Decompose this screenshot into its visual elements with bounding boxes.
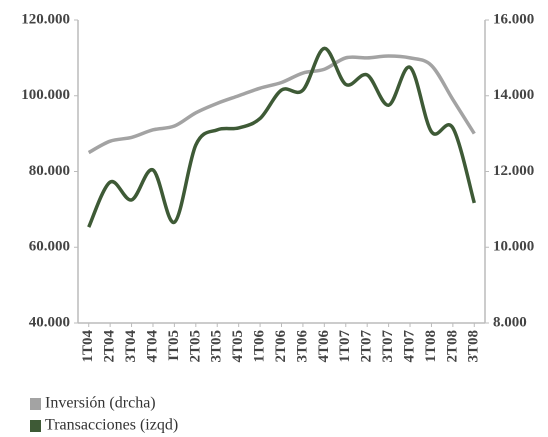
x-tick-label: 2T05 xyxy=(187,330,203,363)
y-tick-label: 120.000 xyxy=(21,11,70,27)
y2-tick-label: 10.000 xyxy=(493,239,534,255)
x-tick-label: 4T06 xyxy=(316,330,332,363)
x-tick-label: 2T06 xyxy=(273,330,289,363)
x-tick-label: 2T08 xyxy=(444,330,460,363)
x-tick-label: 4T05 xyxy=(230,330,246,363)
x-tick-label: 3T04 xyxy=(123,330,139,363)
x-tick-label: 1T08 xyxy=(423,330,439,363)
legend-label: Transacciones (izqd) xyxy=(45,417,178,434)
y-tick-label: 60.000 xyxy=(29,239,70,255)
x-tick-label: 2T07 xyxy=(359,330,375,363)
x-tick-label: 3T06 xyxy=(294,330,310,363)
x-tick-label: 1T04 xyxy=(80,330,96,363)
y-tick-label: 40.000 xyxy=(29,314,70,330)
x-tick-label: 3T05 xyxy=(209,330,225,363)
y2-tick-label: 16.000 xyxy=(493,11,534,27)
y2-tick-label: 12.000 xyxy=(493,163,534,179)
y-tick-label: 100.000 xyxy=(21,87,70,103)
x-tick-label: 1T06 xyxy=(252,330,268,363)
x-tick-label: IT05 xyxy=(166,330,182,361)
x-tick-label: 1T07 xyxy=(337,330,353,363)
y2-tick-label: 8.000 xyxy=(493,314,527,330)
x-tick-label: 3T07 xyxy=(380,330,396,363)
legend-swatch xyxy=(30,420,41,432)
x-tick-label: 4T04 xyxy=(144,330,160,363)
series-line xyxy=(87,54,476,155)
legend-label: Inversión (drcha) xyxy=(45,395,156,412)
x-tick-label: 2T04 xyxy=(102,330,118,363)
legend-swatch xyxy=(30,398,41,410)
series-line xyxy=(87,46,476,228)
x-tick-label: 3T08 xyxy=(466,330,482,363)
y-tick-label: 80.000 xyxy=(29,163,70,179)
y2-tick-label: 14.000 xyxy=(493,87,534,103)
x-tick-label: 4T07 xyxy=(401,330,417,363)
